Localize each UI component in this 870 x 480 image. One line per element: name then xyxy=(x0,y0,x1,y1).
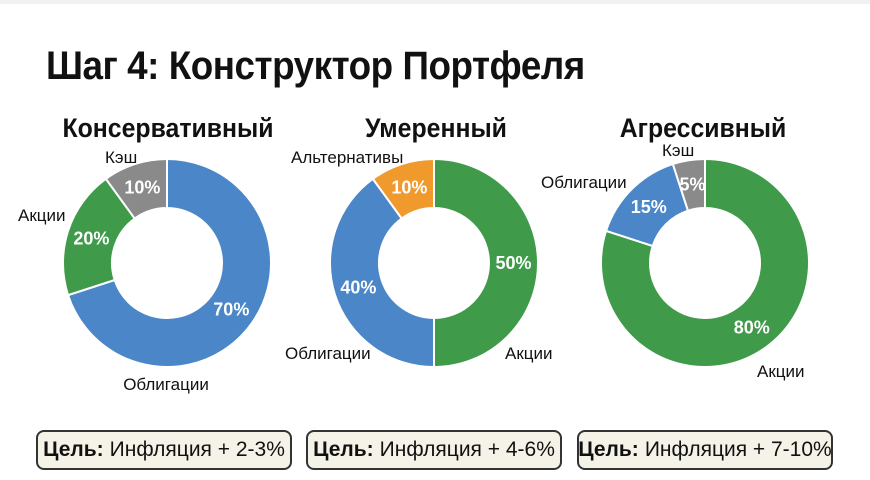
goal-text: Инфляция + 4-6% xyxy=(379,438,555,461)
slice-value-label: 20% xyxy=(73,228,109,248)
goal-prefix: Цель: xyxy=(578,438,639,461)
slice-value-label: 10% xyxy=(124,177,160,197)
donut-slice xyxy=(329,177,435,369)
slice-value-label: 70% xyxy=(213,300,249,320)
slice-category-label: Акции xyxy=(505,344,553,363)
top-border xyxy=(0,0,870,4)
chart-title: Умеренный xyxy=(365,114,507,143)
slice-category-label: Альтернативы xyxy=(291,148,403,167)
slice-value-label: 5% xyxy=(680,174,706,194)
slice-category-label: Облигации xyxy=(123,375,209,394)
goal-text: Инфляция + 2-3% xyxy=(109,438,285,461)
donut-slice xyxy=(371,157,435,220)
slice-value-label: 40% xyxy=(340,278,376,298)
slice-value-label: 80% xyxy=(734,317,770,337)
chart-title: Агрессивный xyxy=(620,114,787,143)
slice-value-label: 10% xyxy=(391,177,427,197)
slice-category-label: Кэш xyxy=(105,148,137,167)
slice-value-label: 50% xyxy=(495,253,531,273)
slice-category-label: Кэш xyxy=(662,141,694,160)
goal-box-aggressive: Цель: Инфляция + 7-10% xyxy=(577,430,833,470)
slice-category-label: Облигации xyxy=(541,173,627,192)
goal-prefix: Цель: xyxy=(43,438,104,461)
goal-box-conservative: Цель: Инфляция + 2-3% xyxy=(36,430,292,470)
donut-slice xyxy=(671,157,706,212)
page-title: Шаг 4: Конструктор Портфеля xyxy=(46,44,585,88)
donut-slice xyxy=(66,157,272,368)
goal-text: Инфляция + 7-10% xyxy=(644,438,832,461)
donut-slice xyxy=(600,157,810,368)
slice-category-label: Акции xyxy=(18,206,66,225)
donut-slice xyxy=(104,157,168,220)
slice-value-label: 15% xyxy=(631,197,667,217)
slice-category-label: Облигации xyxy=(285,344,371,363)
slice-category-label: Акции xyxy=(757,362,805,381)
goal-prefix: Цель: xyxy=(313,438,374,461)
donut-slice xyxy=(433,157,539,369)
chart-title: Консервативный xyxy=(62,114,273,143)
goal-box-moderate: Цель: Инфляция + 4-6% xyxy=(306,430,562,470)
